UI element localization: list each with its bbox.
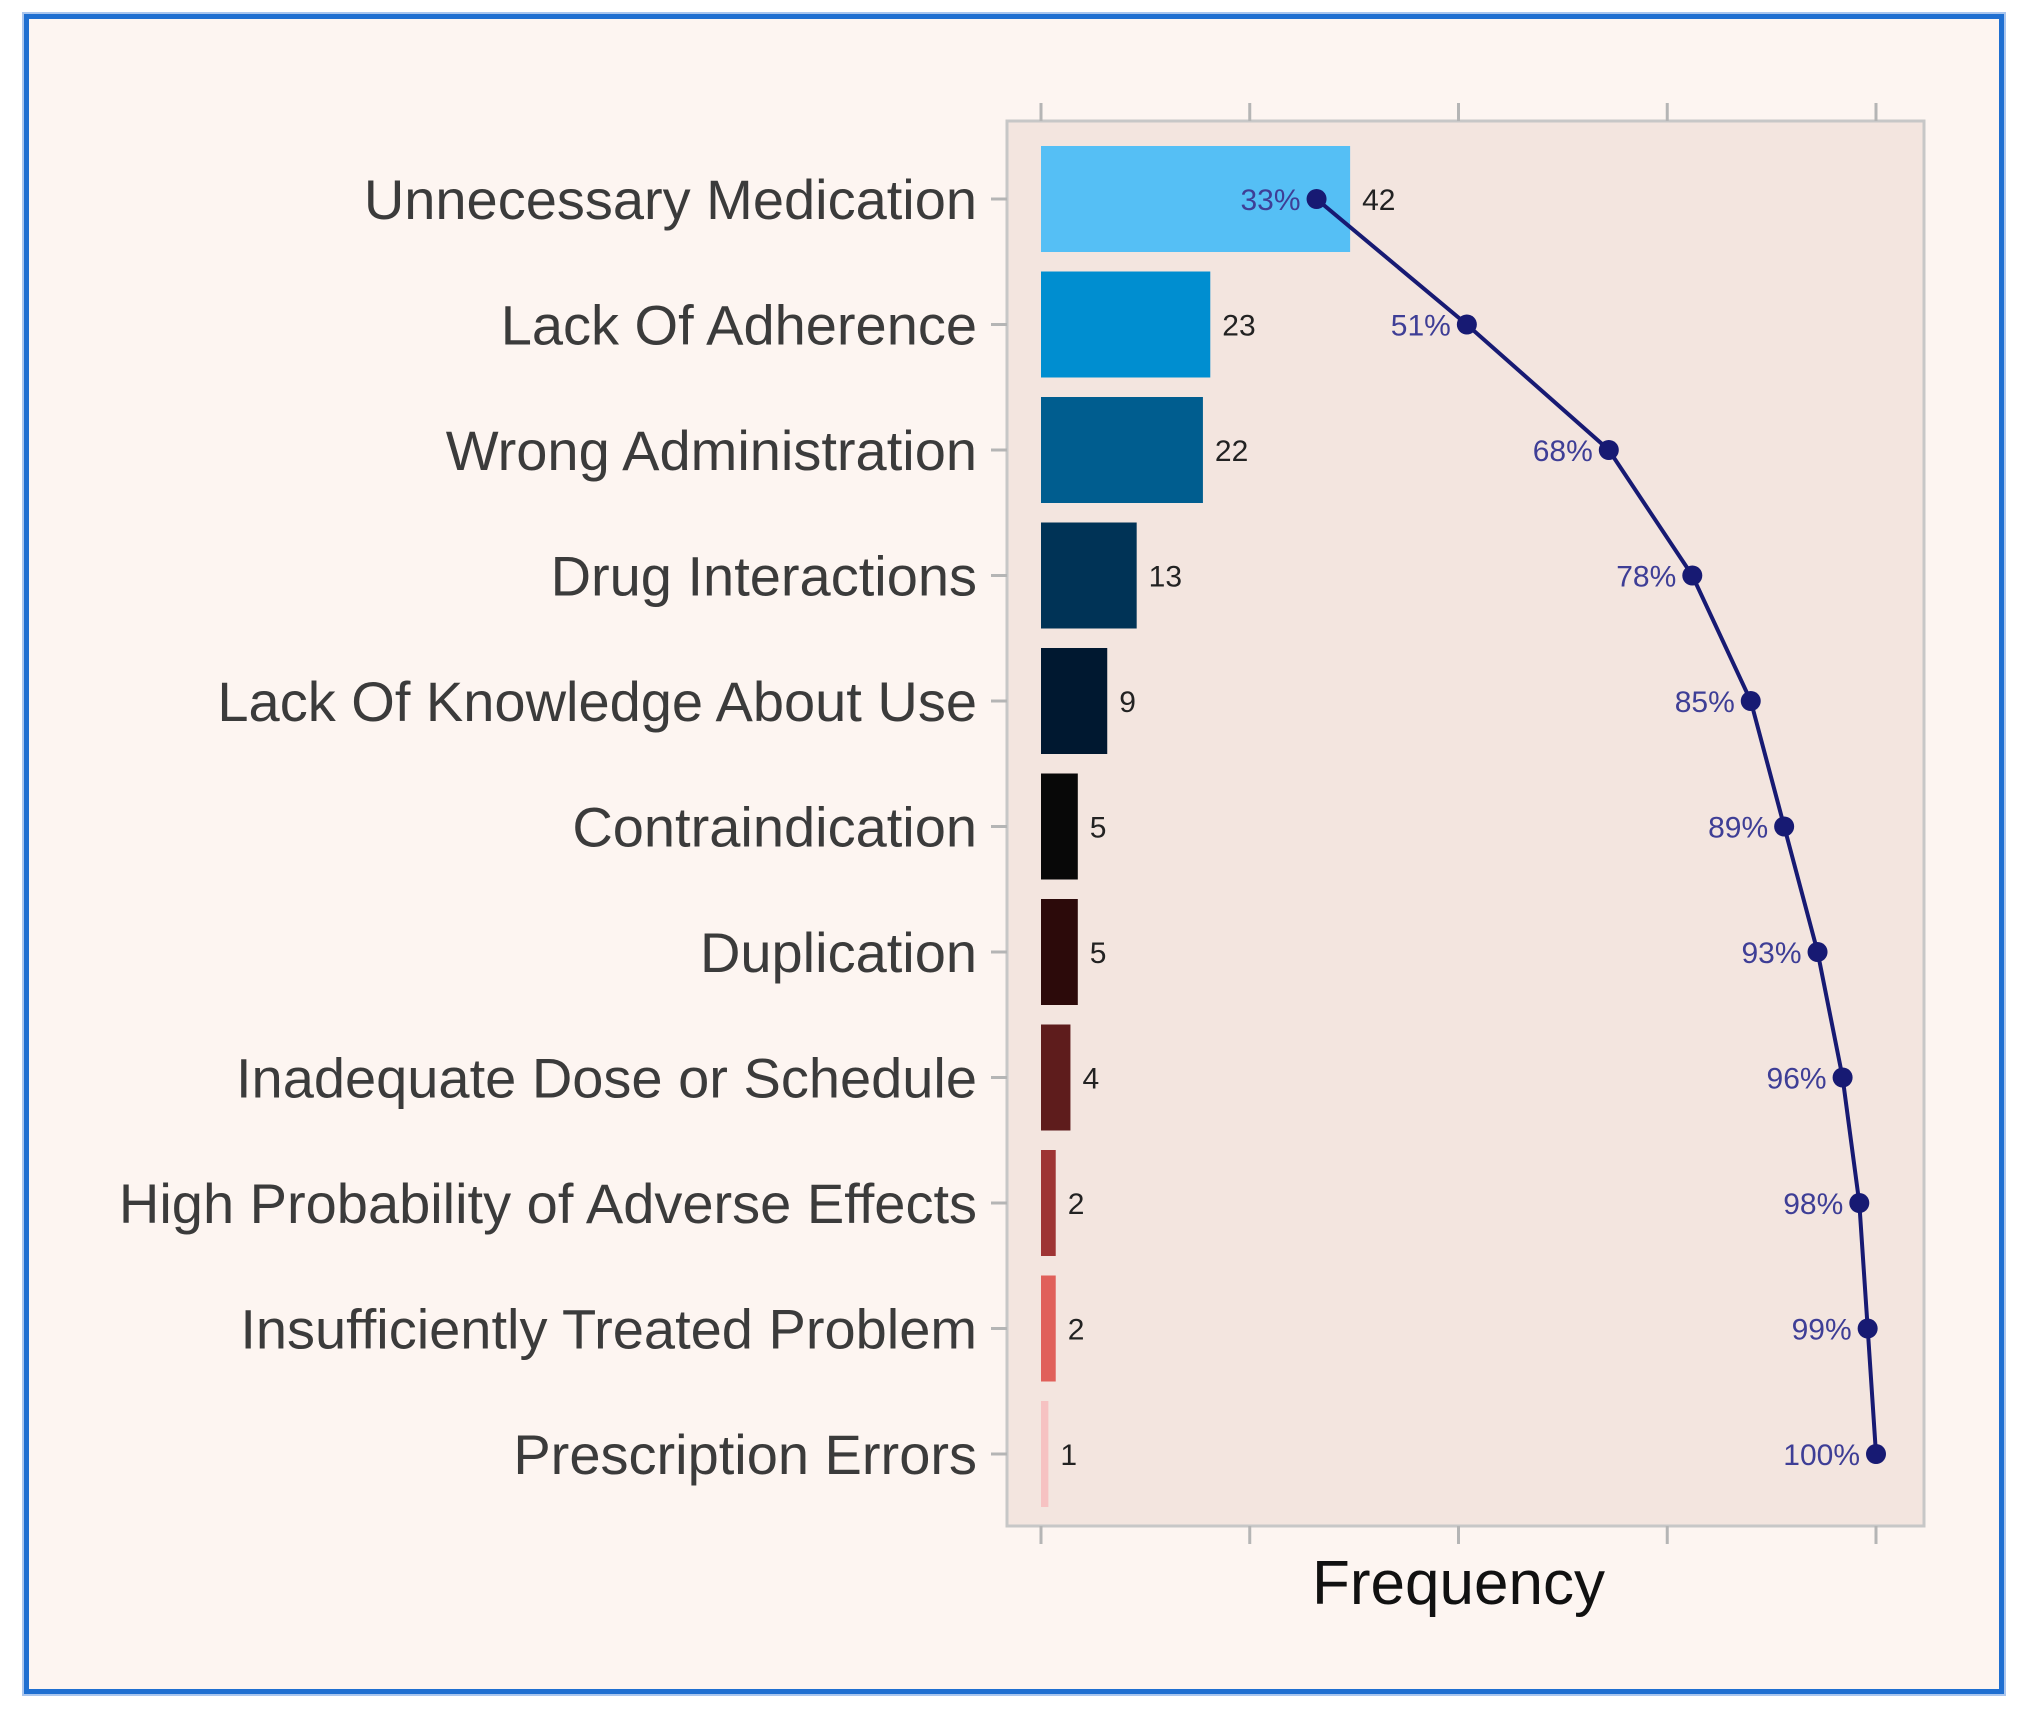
value-label: 5 — [1090, 812, 1107, 845]
cumulative-percent-label: 68% — [1533, 435, 1593, 468]
bar — [1041, 648, 1108, 754]
chart-frame: Unnecessary Medication Lack Of Adherence W… — [24, 14, 2004, 1694]
cumulative-point — [1832, 1067, 1853, 1088]
cumulative-points — [1306, 189, 1886, 1464]
cumulative-percent-label: 85% — [1675, 686, 1735, 719]
value-label: 42 — [1362, 184, 1395, 217]
x-axis-title: Frequency — [1312, 1549, 1605, 1618]
bar — [1041, 899, 1078, 1005]
value-label: 5 — [1090, 937, 1107, 970]
value-label: 23 — [1222, 310, 1255, 343]
category-label: Prescription Errors — [513, 1423, 977, 1486]
bar — [1041, 1401, 1049, 1507]
value-label: 2 — [1068, 1314, 1085, 1347]
category-label: Duplication — [700, 921, 977, 984]
cumulative-point — [1740, 691, 1761, 711]
cumulative-percent-label: 33% — [1241, 184, 1301, 217]
bar — [1041, 397, 1203, 503]
bars — [1041, 146, 1351, 1507]
bar — [1041, 1150, 1056, 1256]
left-axis-ticks — [991, 197, 1007, 1456]
bar — [1041, 522, 1137, 629]
value-label: 13 — [1149, 561, 1182, 594]
category-label: Wrong Administration — [446, 419, 977, 482]
category-label: Inadequate Dose or Schedule — [236, 1047, 977, 1110]
cumulative-point — [1774, 816, 1795, 837]
bar — [1041, 1275, 1056, 1382]
cumulative-point — [1456, 314, 1477, 335]
bar — [1041, 271, 1211, 378]
cumulative-point — [1682, 565, 1703, 586]
cumulative-percent-label: 93% — [1742, 937, 1802, 970]
category-label: Unnecessary Medication — [364, 168, 977, 231]
value-label: 9 — [1119, 686, 1136, 719]
value-label: 4 — [1082, 1063, 1099, 1096]
value-label: 2 — [1068, 1188, 1085, 1221]
cumulative-point — [1857, 1318, 1878, 1339]
bottom-axis-ticks — [1039, 1526, 1878, 1544]
cumulative-percent-labels: 33% 51% 68% 78% 85% 89% 93% 96% 98% 99% 100% — [1241, 184, 1860, 1472]
bar — [1041, 146, 1351, 252]
category-labels: Unnecessary Medication Lack Of Adherence W… — [119, 168, 977, 1486]
category-label: Contraindication — [572, 796, 977, 859]
value-label: 22 — [1215, 435, 1248, 468]
category-label: Drug Interactions — [551, 545, 977, 608]
bar — [1041, 1024, 1071, 1131]
cumulative-point — [1598, 440, 1619, 460]
value-label: 1 — [1060, 1439, 1077, 1472]
cumulative-percent-label: 96% — [1767, 1063, 1827, 1096]
cumulative-point — [1306, 189, 1327, 209]
category-label: Insufficiently Treated Problem — [240, 1298, 977, 1361]
cumulative-percent-label: 78% — [1616, 561, 1676, 594]
cumulative-point — [1849, 1193, 1870, 1213]
cumulative-percent-label: 89% — [1708, 812, 1768, 845]
cumulative-point — [1866, 1444, 1886, 1464]
cumulative-percent-label: 51% — [1391, 310, 1451, 343]
cumulative-percent-label: 99% — [1792, 1314, 1852, 1347]
category-label: Lack Of Knowledge About Use — [217, 670, 977, 733]
bar — [1041, 773, 1078, 880]
cumulative-percent-label: 98% — [1783, 1188, 1843, 1221]
top-axis-ticks — [1039, 103, 1878, 121]
pareto-chart: Unnecessary Medication Lack Of Adherence W… — [119, 103, 1926, 1618]
cumulative-percent-label: 100% — [1783, 1439, 1860, 1472]
category-label: High Probability of Adverse Effects — [119, 1172, 977, 1235]
cumulative-point — [1807, 942, 1828, 962]
category-label: Lack Of Adherence — [501, 294, 977, 357]
